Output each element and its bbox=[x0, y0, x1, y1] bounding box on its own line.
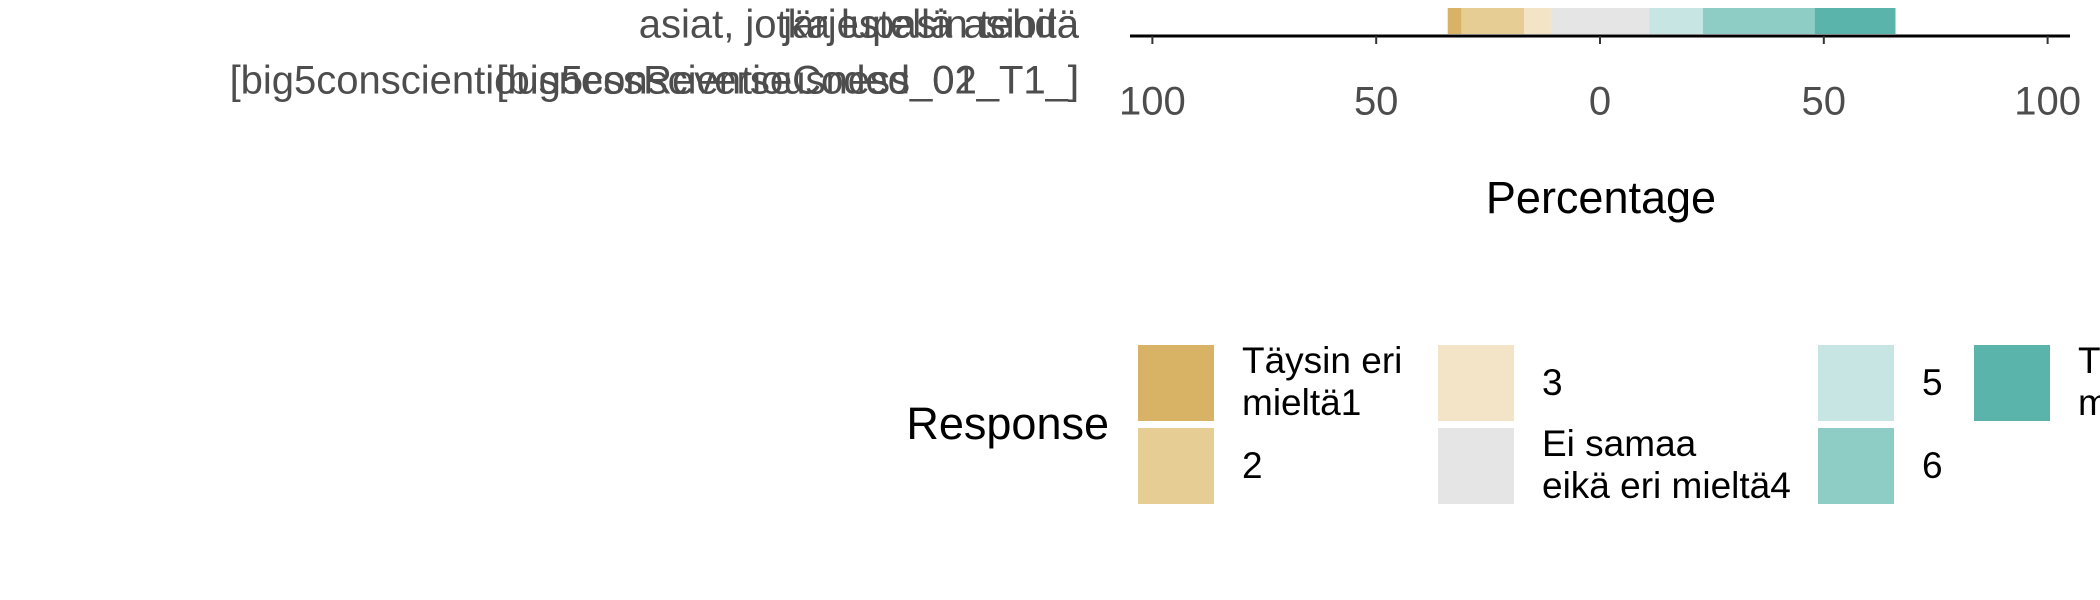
x-tick-label: 50 bbox=[1802, 80, 1847, 124]
legend-swatch bbox=[1818, 428, 1894, 504]
x-tick-label: 0 bbox=[1589, 80, 1611, 124]
x-axis-title: Percentage bbox=[1486, 172, 1716, 223]
legend-label: 3 bbox=[1542, 362, 1563, 403]
legend-swatch bbox=[1818, 345, 1894, 421]
legend-label: Täysin eri mieltä1 bbox=[1242, 340, 1402, 423]
bar bbox=[1550, 8, 1650, 34]
legend-swatch bbox=[1138, 428, 1214, 504]
bar bbox=[1447, 8, 1462, 34]
bar bbox=[1649, 8, 1703, 34]
x-tick-label: 50 bbox=[1354, 80, 1399, 124]
y-tick-label: [big5conscientiousnessReverseCoded_01_T1… bbox=[230, 59, 1079, 103]
legend-swatch bbox=[1138, 345, 1214, 421]
bar bbox=[1702, 8, 1815, 34]
y-tick-label: asiat, jotka lupasin tehdä bbox=[639, 3, 1080, 47]
legend-swatch bbox=[1438, 345, 1514, 421]
y-tick-label: [big5conscientiousness_02_T1_] bbox=[496, 59, 1079, 103]
x-tick-label: 100 bbox=[2014, 80, 2081, 124]
legend-title: Response bbox=[906, 398, 1109, 449]
legend-label: 2 bbox=[1242, 445, 1263, 486]
y-tick-label: järjestellä asioita bbox=[782, 3, 1079, 47]
bar bbox=[1523, 8, 1551, 34]
legend-label: 5 bbox=[1922, 362, 1943, 403]
legend-label: Ei samaa eikä eri mieltä4 bbox=[1542, 423, 1791, 506]
x-tick-label: 100 bbox=[1119, 80, 1186, 124]
bar bbox=[1461, 8, 1524, 34]
bar bbox=[1814, 8, 1896, 34]
legend-swatch bbox=[1974, 345, 2050, 421]
legend-label: Täysin samaamieltä7 bbox=[2078, 340, 2100, 423]
legend-swatch bbox=[1438, 428, 1514, 504]
legend-label: 6 bbox=[1922, 445, 1943, 486]
